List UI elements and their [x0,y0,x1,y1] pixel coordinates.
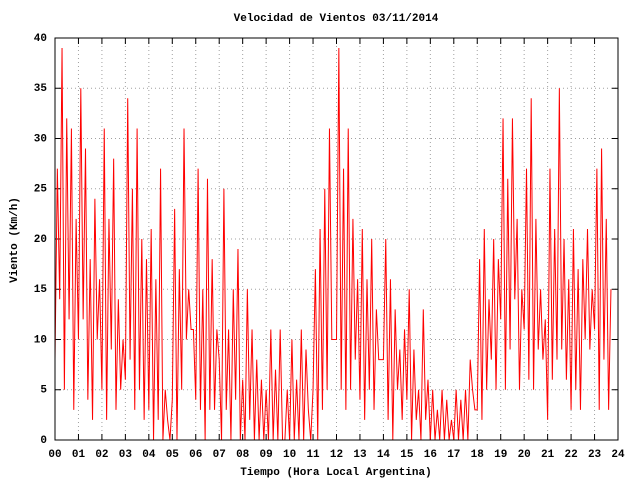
y-tick-label: 10 [34,334,47,346]
x-tick-label: 03 [119,449,133,461]
y-tick-label: 15 [34,284,48,296]
x-tick-label: 00 [48,449,61,461]
plot-border [54,37,619,441]
x-tick-label: 21 [541,449,555,461]
x-tick-label: 24 [611,449,625,461]
x-tick-label: 04 [142,449,156,461]
x-tick-label: 02 [95,449,108,461]
x-tick-label: 08 [236,449,250,461]
x-tick-label: 16 [424,449,437,461]
x-tick-label: 07 [213,449,226,461]
y-tick-label: 25 [34,184,48,196]
y-tick-label: 40 [34,33,47,45]
x-tick-label: 06 [189,449,202,461]
x-tick-label: 09 [260,449,273,461]
y-axis-label: Viento (Km/h) [9,197,21,283]
x-tick-label: 19 [494,449,507,461]
x-tick-label: 15 [400,449,414,461]
x-tick-label: 22 [564,449,577,461]
x-tick-label: 11 [306,449,320,461]
x-tick-label: 01 [72,449,86,461]
x-tick-label: 13 [353,449,367,461]
y-tick-label: 0 [40,435,47,447]
y-tick-label: 35 [34,83,48,95]
x-tick-label: 12 [330,449,343,461]
x-tick-label: 23 [588,449,602,461]
x-tick-label: 18 [471,449,485,461]
x-tick-label: 10 [283,449,296,461]
data-line [54,48,612,441]
x-tick-label: 20 [518,449,531,461]
chart-title: Velocidad de Vientos 03/11/2014 [234,13,439,25]
x-tick-label: 05 [166,449,180,461]
x-axis-label: Tiempo (Hora Local Argentina) [240,467,431,479]
x-tick-label: 17 [447,449,460,461]
y-tick-label: 30 [34,133,47,145]
y-tick-label: 20 [34,234,47,246]
x-tick-label: 14 [377,449,391,461]
y-tick-label: 5 [40,385,47,397]
